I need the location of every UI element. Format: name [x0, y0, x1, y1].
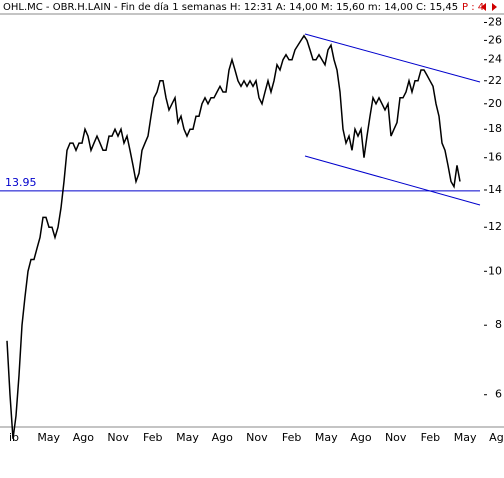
y-tick-label: 10: [488, 264, 502, 277]
y-tick-label: 22: [488, 74, 502, 87]
y-tick-label: 24: [488, 53, 502, 66]
x-tick-label: Ago: [489, 431, 504, 444]
y-tick-label: 26: [488, 33, 502, 46]
y-tick-label: 14: [488, 183, 502, 196]
x-tick-label: Ago: [212, 431, 234, 444]
x-tick-label: May: [176, 431, 199, 444]
trend-line-lower: [304, 155, 481, 206]
y-tick-label: 28: [488, 15, 502, 28]
x-tick-label: Nov: [385, 431, 407, 444]
x-tick-label: Nov: [107, 431, 129, 444]
x-tick-label: ib: [9, 431, 19, 444]
y-tick-label: 8: [495, 318, 502, 331]
arrow-left[interactable]: [481, 3, 486, 11]
header-title: OHL.MC - OBR.H.LAIN - Fin de día 1 seman…: [3, 1, 458, 13]
y-tick-label: 20: [488, 97, 502, 110]
price-line: [6, 34, 461, 439]
y-tick-label: 6: [495, 388, 502, 401]
trend-line-upper: [304, 33, 481, 83]
x-tick-label: Ago: [73, 431, 95, 444]
support-label: 13.95: [5, 176, 37, 189]
x-tick-label: Feb: [282, 431, 301, 444]
period: P : 4: [462, 2, 484, 13]
x-tick-label: Feb: [421, 431, 440, 444]
x-tick-label: May: [37, 431, 60, 444]
y-tick-label: 16: [488, 151, 502, 164]
x-tick-label: May: [454, 431, 477, 444]
x-tick-label: May: [315, 431, 338, 444]
y-tick-label: 18: [488, 122, 502, 135]
y-tick-label: 12: [488, 220, 502, 233]
x-tick-label: Nov: [246, 431, 268, 444]
x-tick-label: Feb: [143, 431, 162, 444]
arrow-right[interactable]: [492, 3, 497, 11]
x-tick-label: Ago: [350, 431, 372, 444]
